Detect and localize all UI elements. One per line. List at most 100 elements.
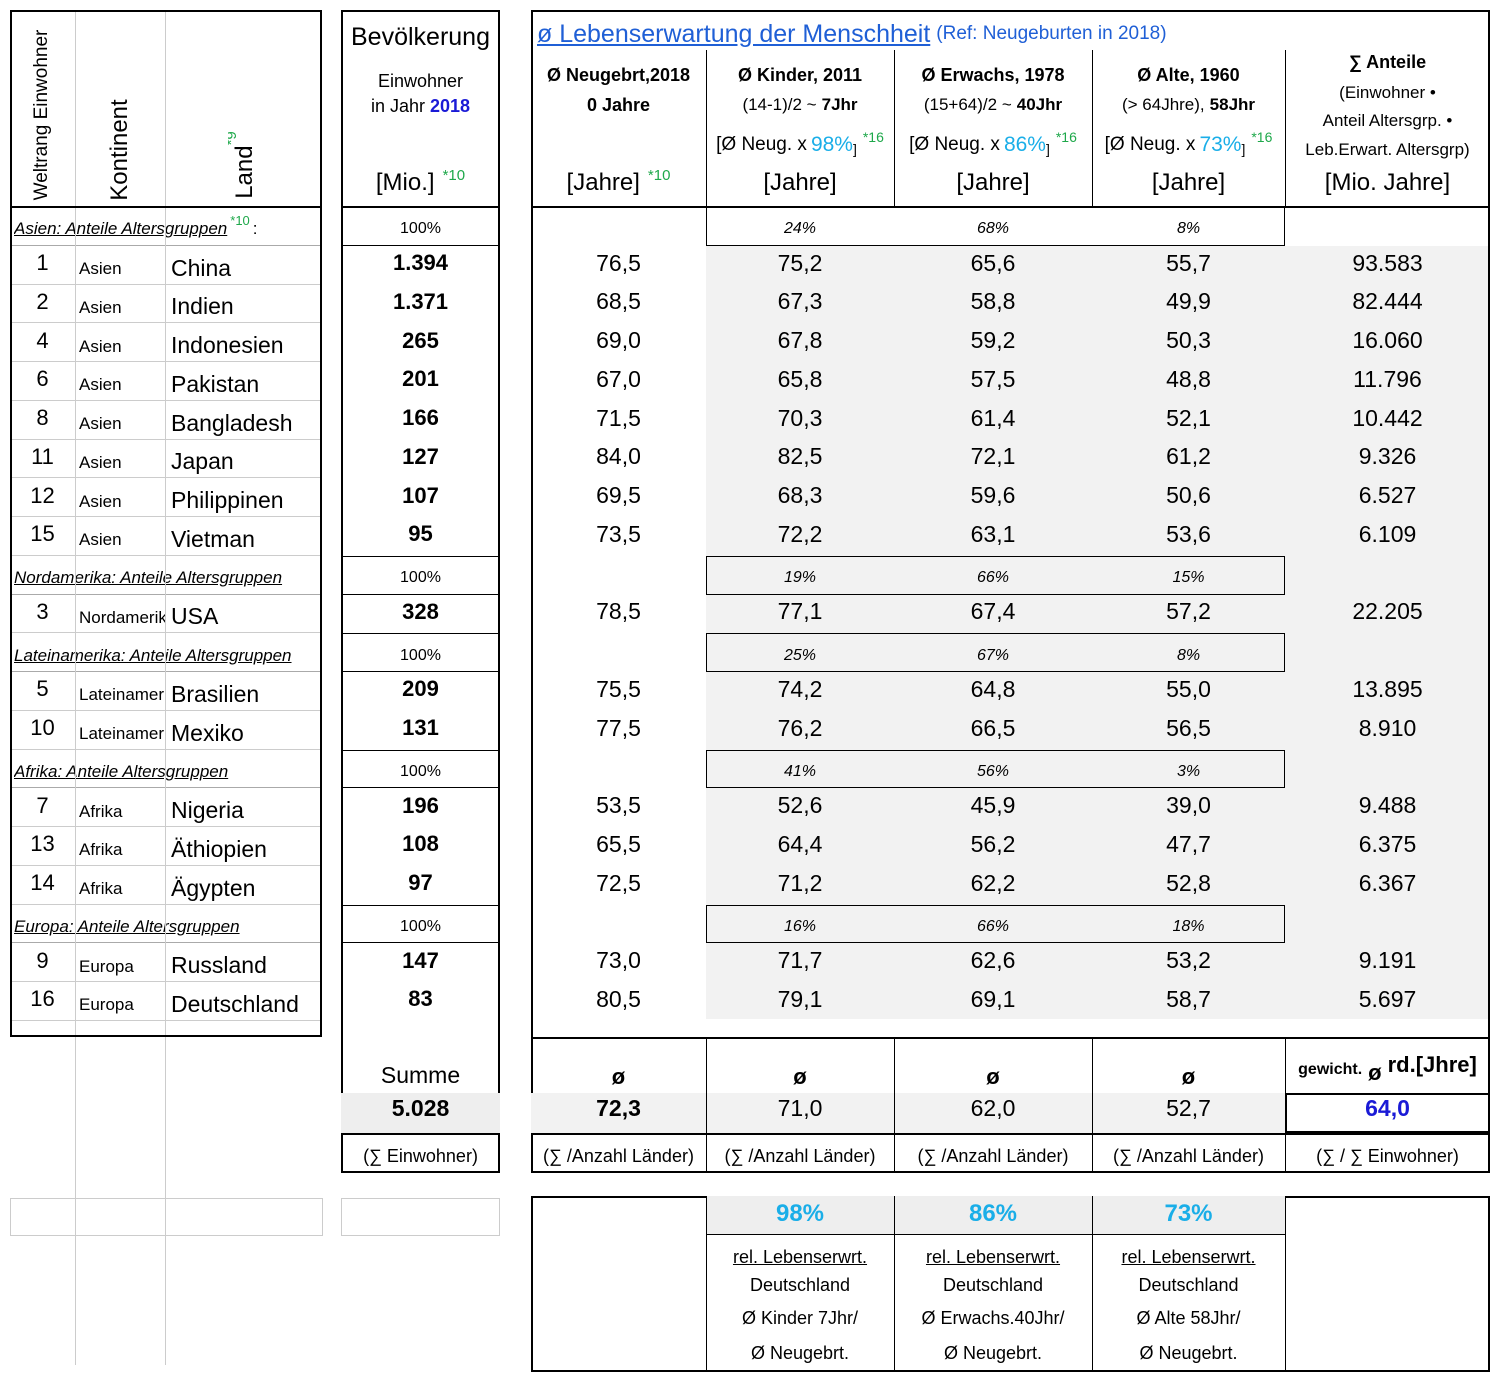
population: 166	[341, 401, 500, 435]
cell-border	[10, 864, 322, 866]
population: 95	[341, 517, 500, 551]
life-value: 82,5	[706, 440, 894, 474]
avg-note-part: (∑ /Anzahl Länder)	[543, 1145, 694, 1166]
col-factor: [Ø Neug. x 98%] *16	[706, 128, 894, 162]
pop-line1-part: Einwohner	[377, 70, 464, 91]
life-value-part: 69,0	[596, 327, 641, 354]
col-formula-part: (> 64Jhre),	[1121, 95, 1205, 114]
life-value: 47,7	[1092, 827, 1285, 861]
life-value-part: 82.444	[1352, 288, 1423, 315]
life-value-part: 68,5	[596, 288, 641, 315]
col-line-part: Anteil Altersgrp. •	[1322, 111, 1453, 130]
cell-border	[894, 1037, 895, 1173]
rank: 4	[10, 324, 75, 358]
life-value: 64,8	[894, 672, 1092, 706]
life-value: 65,5	[531, 827, 706, 861]
col-line-part: Leb.Erwart. Altersgrp)	[1305, 140, 1470, 159]
life-value-part: 69,5	[596, 482, 641, 509]
rank-part: 3	[36, 598, 49, 624]
cell-border	[10, 477, 322, 479]
cell-border	[706, 633, 1285, 672]
share-total: 100%	[341, 212, 500, 246]
cell-border	[531, 206, 1490, 208]
age-share-part: 66%	[976, 917, 1010, 935]
rank-part: 11	[31, 443, 54, 469]
cell-border	[706, 50, 707, 207]
cell-border	[165, 10, 166, 1365]
life-value: 58,8	[894, 285, 1092, 319]
col-title: Ø Erwachs, 1978	[894, 58, 1092, 92]
group-label-part: Nordamerika: Anteile Altersgruppen	[14, 568, 283, 588]
rank-part: 13	[30, 831, 55, 857]
col-title-part: Ø Erwachs, 1978	[921, 64, 1065, 85]
life-value-part: 11.796	[1353, 365, 1422, 392]
life-value-part: 5.697	[1358, 985, 1417, 1012]
country: Japan	[171, 445, 322, 479]
life-value: 78,5	[531, 595, 706, 629]
life-value-part: 6.375	[1358, 830, 1417, 857]
life-value-part: 58,8	[970, 288, 1016, 315]
population: 107	[341, 479, 500, 513]
rank: 14	[10, 866, 75, 900]
continent: Asien	[79, 485, 165, 519]
rank-part: 12	[30, 482, 55, 508]
cell-border	[531, 1037, 1490, 1039]
rank-part: 2	[36, 288, 49, 314]
life-value: 52,1	[1092, 401, 1285, 435]
life-value: 82.444	[1285, 285, 1490, 319]
life-value: 72,5	[531, 866, 706, 900]
cell-border	[10, 903, 322, 905]
life-value-part: 55,0	[1166, 675, 1211, 702]
avg-value: 72,3	[531, 1091, 706, 1125]
country: Ägypten	[171, 871, 322, 905]
pop-title: Bevölkerung	[341, 20, 500, 54]
col-factor: [Ø Neug. x 86%] *16	[894, 128, 1092, 162]
life-value: 6.367	[1285, 866, 1490, 900]
life-value: 9.191	[1285, 944, 1490, 978]
life-value-part: 71,7	[777, 947, 823, 974]
col-unit: [Mio. Jahre]	[1285, 166, 1490, 200]
cell-border	[706, 1196, 707, 1372]
life-value: 9.326	[1285, 440, 1490, 474]
age-share: 41%	[706, 755, 894, 789]
age-share: 16%	[706, 910, 894, 944]
cell-border	[1285, 1093, 1490, 1133]
life-value: 71,5	[531, 401, 706, 435]
rank: 13	[10, 827, 75, 861]
cell-border	[341, 1133, 500, 1135]
population: 196	[341, 789, 500, 823]
share-total-part: 100%	[400, 220, 441, 238]
age-share-part: 18%	[1172, 917, 1205, 935]
population-part: 1.371	[392, 288, 449, 314]
col-factor-part: [Ø Neug. x	[716, 134, 807, 155]
continent: Asien	[79, 407, 165, 441]
country: Pakistan	[171, 367, 322, 401]
life-value-part: 9.488	[1358, 792, 1417, 819]
population: 108	[341, 827, 500, 861]
life-value-part: 58,7	[1166, 985, 1211, 1012]
life-value-part: 9.191	[1358, 947, 1417, 974]
life-value-part: 39,0	[1166, 792, 1211, 819]
life-value-part: 82,5	[777, 443, 823, 470]
age-share: 66%	[894, 561, 1092, 595]
life-value: 77,1	[706, 595, 894, 629]
rel-line: rel. Lebenserwrt.	[706, 1240, 894, 1274]
cell-border	[1092, 50, 1093, 207]
col-formula: (15+64)/2 ~40Jhr	[894, 88, 1092, 122]
col-line: (Einwohner •	[1285, 76, 1490, 110]
rel-line: Ø Neugebrt.	[706, 1336, 894, 1370]
cell-border	[10, 399, 322, 401]
col-formula: (> 64Jhre), 58Jhr	[1092, 88, 1285, 122]
life-value-part: 73,5	[596, 520, 641, 547]
life-value-part: 59,2	[970, 327, 1016, 354]
life-value-part: 70,3	[777, 404, 823, 431]
pop-line1: Einwohner	[341, 64, 500, 98]
pop-title-part: Bevölkerung	[351, 22, 490, 51]
life-value-part: 6.109	[1358, 520, 1417, 547]
country: Indien	[171, 290, 322, 324]
rank-part: 6	[36, 366, 49, 392]
country-part: Indien	[171, 293, 234, 320]
continent: Europa	[79, 988, 165, 1022]
population-part: 209	[402, 676, 439, 702]
